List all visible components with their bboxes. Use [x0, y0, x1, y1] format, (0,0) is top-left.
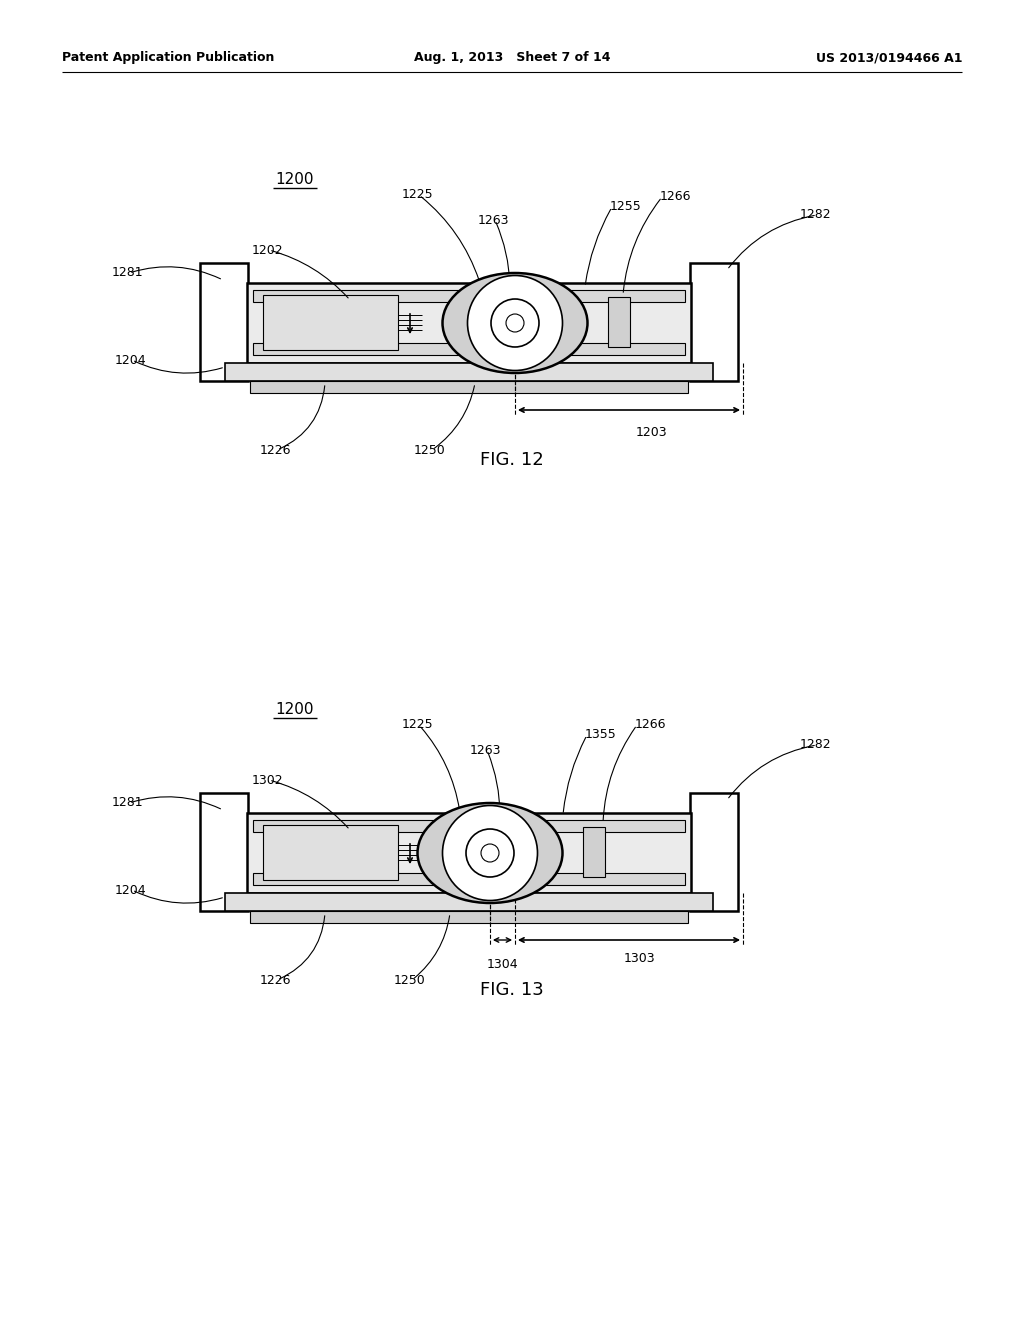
Bar	[253, 873, 685, 884]
Bar	[690, 263, 738, 381]
Bar	[250, 911, 688, 923]
Text: US 2013/0194466 A1: US 2013/0194466 A1	[815, 51, 962, 65]
Bar	[253, 290, 685, 302]
Text: FIG. 12: FIG. 12	[480, 451, 544, 469]
Ellipse shape	[442, 805, 538, 900]
Text: 1266: 1266	[660, 190, 691, 203]
Text: 1202: 1202	[251, 243, 283, 256]
Bar	[263, 294, 398, 350]
Bar	[247, 282, 691, 363]
Bar	[253, 343, 685, 355]
Ellipse shape	[481, 843, 499, 862]
Ellipse shape	[466, 829, 514, 876]
Text: 1282: 1282	[799, 738, 830, 751]
Text: 1263: 1263	[477, 214, 509, 227]
Bar	[200, 793, 248, 911]
Text: 1225: 1225	[401, 718, 433, 731]
Text: 1355: 1355	[585, 729, 616, 742]
Text: 1302: 1302	[251, 774, 283, 787]
Ellipse shape	[490, 300, 539, 347]
Text: 1225: 1225	[401, 189, 433, 202]
Bar	[225, 894, 713, 911]
Text: 1203: 1203	[636, 425, 668, 438]
Ellipse shape	[418, 803, 562, 903]
Bar	[608, 297, 630, 347]
Bar	[200, 263, 248, 381]
Text: 1281: 1281	[112, 267, 142, 280]
Text: 1263: 1263	[469, 743, 501, 756]
Text: 1200: 1200	[275, 702, 314, 718]
Bar	[263, 825, 398, 880]
Bar	[583, 828, 605, 876]
Text: 1204: 1204	[115, 883, 145, 896]
Bar	[225, 363, 713, 381]
Ellipse shape	[442, 273, 588, 374]
Ellipse shape	[506, 314, 524, 333]
Ellipse shape	[468, 276, 562, 371]
Text: 1250: 1250	[414, 444, 445, 457]
Text: Aug. 1, 2013   Sheet 7 of 14: Aug. 1, 2013 Sheet 7 of 14	[414, 51, 610, 65]
Text: 1226: 1226	[259, 444, 291, 457]
Text: 1282: 1282	[799, 209, 830, 222]
Text: 1204: 1204	[115, 354, 145, 367]
Text: 1200: 1200	[275, 173, 314, 187]
Bar	[250, 381, 688, 393]
Text: 1281: 1281	[112, 796, 142, 809]
Bar	[253, 820, 685, 832]
Text: 1304: 1304	[486, 958, 518, 972]
Text: 1303: 1303	[624, 952, 654, 965]
Text: 1250: 1250	[394, 974, 426, 986]
Text: FIG. 13: FIG. 13	[480, 981, 544, 999]
Bar	[690, 793, 738, 911]
Text: 1255: 1255	[610, 201, 642, 214]
Bar	[247, 813, 691, 894]
Text: 1226: 1226	[259, 974, 291, 986]
Text: 1266: 1266	[635, 718, 667, 731]
Text: Patent Application Publication: Patent Application Publication	[62, 51, 274, 65]
